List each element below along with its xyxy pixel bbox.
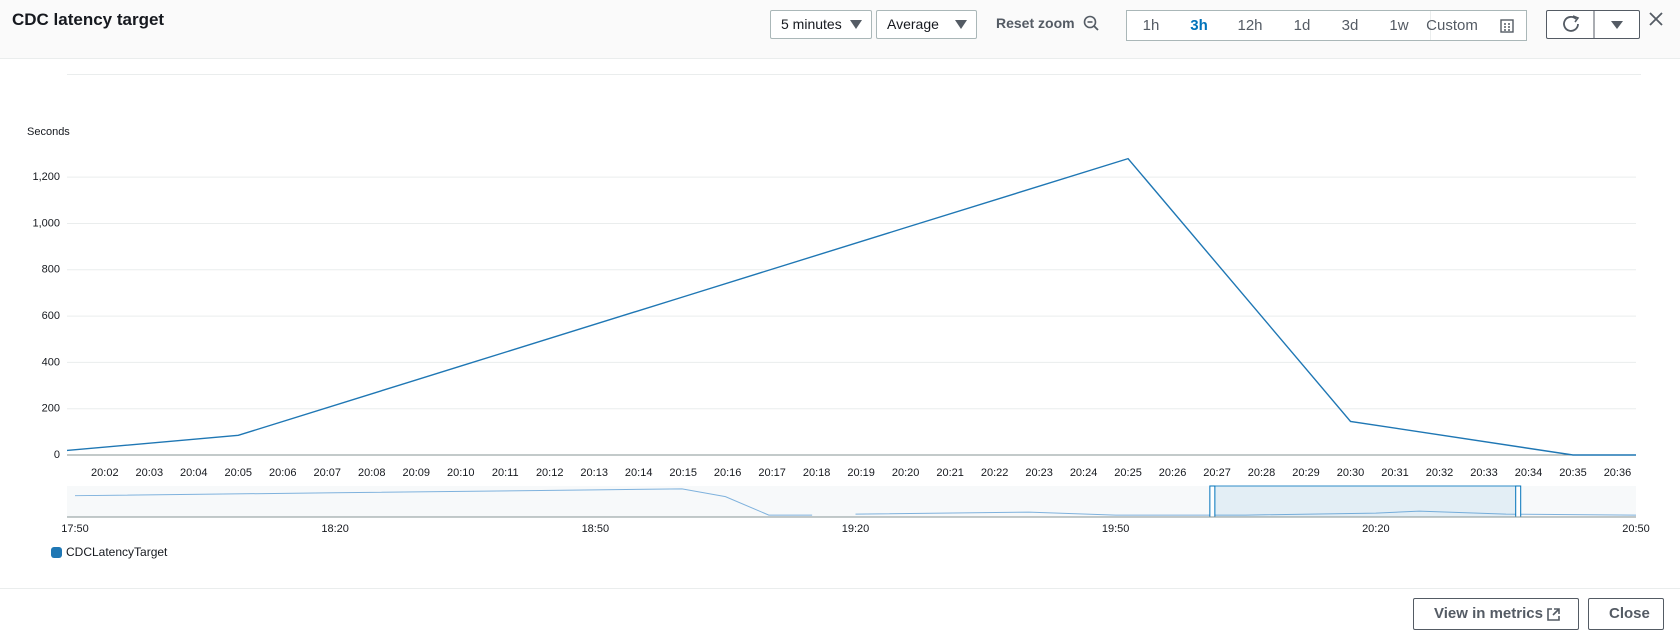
- x-tick-label: 20:25: [1114, 467, 1142, 479]
- close-button[interactable]: Close: [1588, 598, 1664, 630]
- overview-tick-label: 19:50: [1102, 523, 1130, 535]
- refresh-group: [1546, 10, 1640, 39]
- overview-line: [74, 488, 1637, 516]
- x-tick-label: 20:27: [1203, 467, 1231, 479]
- legend-swatch: [51, 547, 62, 558]
- widget-title: CDC latency target: [12, 10, 165, 29]
- brush-handle: [1209, 485, 1216, 518]
- overview-tick-label: 18:20: [321, 523, 349, 535]
- x-tick-label: 20:23: [1025, 467, 1053, 479]
- time-range-option[interactable]: 12h: [1237, 17, 1263, 34]
- x-tick-label: 20:04: [180, 467, 208, 479]
- x-tick-label: 20:03: [136, 467, 164, 479]
- y-tick-label: 400: [42, 356, 60, 368]
- x-tick-label: 20:19: [847, 467, 875, 479]
- x-tick-label: 20:31: [1381, 467, 1409, 479]
- overview-tick-label: 17:50: [61, 523, 89, 535]
- time-range-option[interactable]: 3d: [1341, 17, 1359, 34]
- legend-label: CDCLatencyTarget: [66, 545, 168, 559]
- x-tick-label: 20:12: [536, 467, 564, 479]
- x-tick-label: 20:15: [669, 467, 697, 479]
- x-tick-label: 20:06: [269, 467, 297, 479]
- x-tick-label: 20:30: [1337, 467, 1365, 479]
- overview-tick-label: 19:20: [842, 523, 870, 535]
- x-tick-label: 20:14: [625, 467, 653, 479]
- divider: [67, 74, 1641, 75]
- zoom-out-icon[interactable]: [1083, 15, 1101, 33]
- x-tick-label: 20:17: [758, 467, 786, 479]
- x-tick-label: 20:21: [936, 467, 964, 479]
- time-range-option[interactable]: 1w: [1389, 17, 1409, 34]
- y-tick-label: 600: [42, 310, 60, 322]
- x-tick-label: 20:10: [447, 467, 475, 479]
- x-tick-label: 20:34: [1515, 467, 1543, 479]
- y-axis-label: Seconds: [27, 126, 70, 138]
- time-range-option[interactable]: 1d: [1293, 17, 1311, 34]
- divider: [0, 588, 1680, 589]
- time-range-option[interactable]: 3h: [1190, 17, 1208, 34]
- y-tick-label: 1,000: [32, 217, 60, 229]
- time-range-selector: 1h 3h 12h 1d 3d 1w Custom: [1126, 10, 1527, 41]
- x-tick-label: 20:36: [1604, 467, 1632, 479]
- x-tick-label: 20:02: [91, 467, 119, 479]
- x-tick-label: 20:29: [1292, 467, 1320, 479]
- time-range-option[interactable]: 1h: [1142, 17, 1160, 34]
- x-tick-label: 20:08: [358, 467, 386, 479]
- refresh-icons[interactable]: [1547, 11, 1639, 38]
- period-select[interactable]: 5 minutes: [770, 10, 872, 39]
- y-tick-label: 200: [42, 403, 60, 415]
- external-link-icon: [1547, 608, 1560, 621]
- x-tick-label: 20:32: [1426, 467, 1454, 479]
- x-tick-label: 20:18: [803, 467, 831, 479]
- close-icon[interactable]: [1648, 11, 1664, 27]
- x-tick-label: 20:11: [492, 467, 519, 479]
- x-tick-label: 20:09: [402, 467, 430, 479]
- y-tick-label: 800: [42, 264, 60, 276]
- overview-tick-label: 20:50: [1622, 523, 1650, 535]
- y-tick-label: 1,200: [32, 171, 60, 183]
- x-tick-label: 20:20: [892, 467, 920, 479]
- overview-background: [67, 486, 1636, 517]
- x-tick-label: 20:05: [225, 467, 253, 479]
- x-tick-label: 20:07: [313, 467, 341, 479]
- chart: Seconds 0 200 400 600 800 1,000 1,200 20:02 20:0…: [27, 126, 1650, 559]
- button-label: View in metrics: [1434, 605, 1543, 622]
- x-tick-label: 20:13: [580, 467, 608, 479]
- x-tick-label: 20:35: [1559, 467, 1587, 479]
- zoom-brush: [1211, 485, 1519, 518]
- view-in-metrics-button[interactable]: View in metrics: [1413, 598, 1579, 630]
- x-tick-label: 20:24: [1070, 467, 1098, 479]
- time-range-option[interactable]: Custom: [1426, 17, 1478, 34]
- brush-handle: [1515, 485, 1522, 518]
- overview-tick-label: 18:50: [582, 523, 610, 535]
- data-line: [67, 157, 1636, 456]
- x-tick-label: 20:16: [714, 467, 742, 479]
- reset-zoom[interactable]: Reset zoom: [996, 15, 1075, 31]
- header: CDC latency target 5 minutes Average Res…: [0, 0, 1680, 59]
- x-tick-label: 20:22: [981, 467, 1009, 479]
- y-tick-label: 0: [54, 449, 60, 461]
- overview-tick-label: 20:20: [1362, 523, 1390, 535]
- statistic-select[interactable]: Average: [876, 10, 977, 39]
- x-tick-label: 20:28: [1248, 467, 1276, 479]
- calendar-icon[interactable]: [1500, 19, 1514, 33]
- x-tick-label: 20:26: [1159, 467, 1187, 479]
- x-tick-label: 20:33: [1470, 467, 1498, 479]
